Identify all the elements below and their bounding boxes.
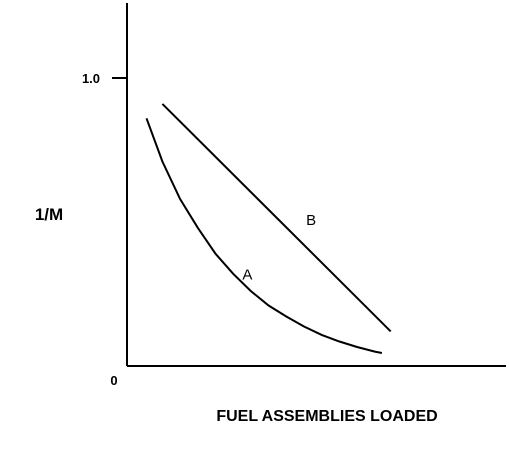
series-line-a — [145, 117, 383, 354]
y-ticks: 1.0 — [82, 71, 127, 86]
origin-label: 0 — [110, 373, 117, 388]
series-label-a: A — [242, 267, 252, 284]
series-label-b: B — [306, 212, 316, 229]
series-line-b — [161, 103, 392, 333]
y-tick-label: 1.0 — [82, 71, 100, 86]
x-axis-title: FUEL ASSEMBLIES LOADED — [216, 408, 437, 425]
y-axis-title: 1/M — [35, 205, 63, 224]
series-group: AB — [145, 103, 392, 354]
